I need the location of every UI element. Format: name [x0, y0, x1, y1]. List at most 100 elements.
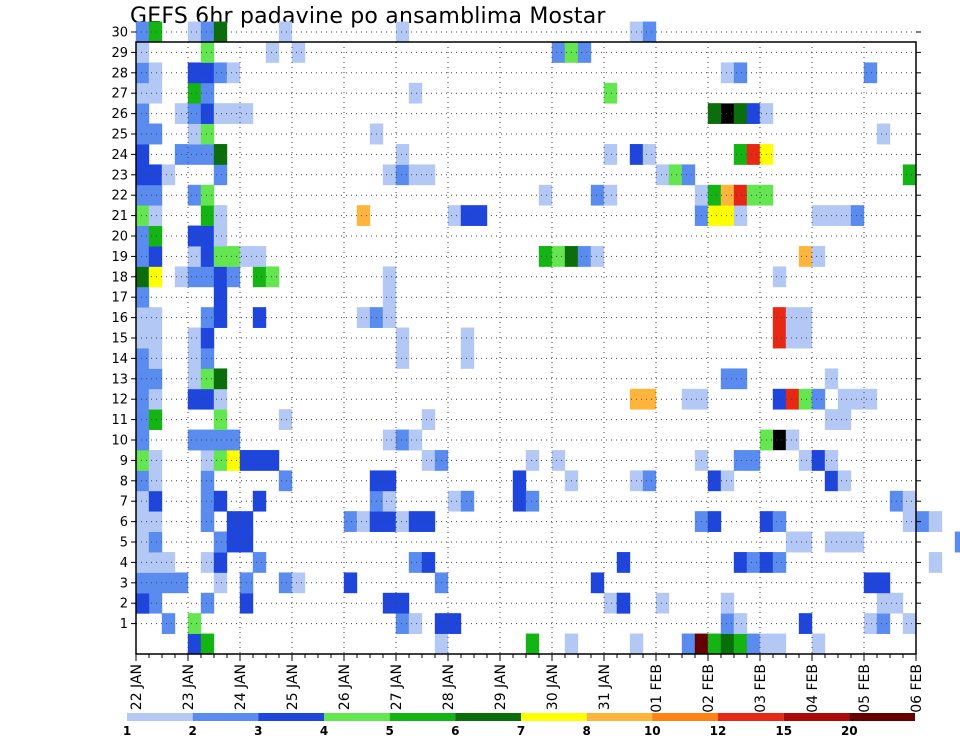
legend-swatch [718, 713, 784, 721]
data-cell [291, 572, 306, 594]
x-tick-label: 04 FEB [805, 664, 821, 713]
data-cell [876, 592, 891, 614]
data-cell [187, 613, 202, 635]
data-cell [135, 572, 150, 594]
data-cell [577, 245, 592, 267]
y-tick-label: 27 [111, 87, 128, 102]
data-cell [460, 205, 475, 226]
data-cell [785, 307, 800, 328]
data-cell [200, 266, 215, 288]
data-cell [148, 348, 163, 369]
data-cell [187, 348, 202, 369]
data-cell [148, 184, 163, 206]
data-cell [356, 511, 371, 532]
data-cell [148, 592, 163, 614]
data-cell [226, 531, 241, 553]
data-cell [447, 613, 462, 635]
data-cell [187, 21, 202, 43]
data-cell [772, 633, 787, 655]
data-cell [863, 613, 878, 635]
data-cell [187, 245, 202, 267]
data-cell [213, 572, 228, 594]
data-cell [746, 552, 761, 573]
data-cell [148, 531, 163, 553]
data-cell [655, 592, 670, 614]
data-cell [733, 184, 748, 206]
y-tick-label: 13 [111, 372, 128, 387]
data-cell [135, 531, 150, 553]
data-cell [928, 511, 943, 532]
x-tick-label: 06 FEB [909, 664, 925, 713]
data-cell [538, 245, 553, 267]
data-cell [213, 62, 228, 84]
data-cell [733, 103, 748, 125]
legend-label: 1 [123, 724, 131, 738]
data-cell [590, 245, 605, 267]
data-cell [707, 103, 722, 125]
data-cell [811, 388, 826, 410]
data-cell [421, 409, 436, 430]
data-cell [200, 633, 215, 655]
data-cell [135, 307, 150, 328]
data-cell [213, 143, 228, 165]
data-cell [603, 82, 618, 104]
data-cell [798, 307, 813, 328]
data-cell [148, 123, 163, 145]
data-cell [798, 388, 813, 410]
data-cell [278, 21, 293, 43]
legend-swatch [849, 713, 915, 721]
data-cell [187, 123, 202, 145]
data-cell [135, 490, 150, 512]
data-cell [148, 409, 163, 430]
y-tick-label: 9 [120, 454, 128, 469]
data-cell [135, 184, 150, 206]
data-cell [213, 225, 228, 247]
data-cell [135, 286, 150, 308]
data-cell [187, 388, 202, 410]
data-cell [382, 490, 397, 512]
data-cell [252, 245, 267, 267]
data-cell [213, 21, 228, 43]
data-cell [603, 143, 618, 165]
data-cell [148, 511, 163, 532]
data-cell [148, 266, 163, 288]
y-tick-label: 15 [111, 332, 128, 347]
data-cell [785, 429, 800, 451]
data-cell [707, 184, 722, 206]
data-cell [148, 62, 163, 84]
y-tick-label: 7 [120, 495, 128, 510]
data-cell [135, 511, 150, 532]
data-cell [226, 429, 241, 451]
data-cell [408, 511, 423, 532]
data-cell [200, 62, 215, 84]
data-cell [291, 42, 306, 63]
data-cell [863, 388, 878, 410]
data-cell [876, 123, 891, 145]
data-cell [681, 388, 696, 410]
data-cell [252, 490, 267, 512]
y-tick-label: 29 [111, 46, 128, 61]
legend-swatch [127, 713, 193, 721]
data-cell [213, 205, 228, 226]
data-cell [720, 184, 735, 206]
legend-swatch [586, 713, 653, 721]
data-cell [746, 143, 761, 165]
data-cell [213, 531, 228, 553]
data-cell [720, 62, 735, 84]
data-cell [213, 245, 228, 267]
data-cell [707, 205, 722, 226]
data-cell [928, 552, 943, 573]
data-cell [746, 103, 761, 125]
y-tick-label: 21 [111, 209, 128, 224]
data-cell [811, 245, 826, 267]
data-cell [213, 164, 228, 186]
data-cell [200, 245, 215, 267]
y-tick-label: 3 [120, 576, 128, 591]
data-cell [707, 633, 722, 655]
data-cell [382, 592, 397, 614]
data-cell [382, 429, 397, 451]
data-cell [226, 245, 241, 267]
data-cell [382, 286, 397, 308]
legend-swatch [324, 713, 390, 721]
